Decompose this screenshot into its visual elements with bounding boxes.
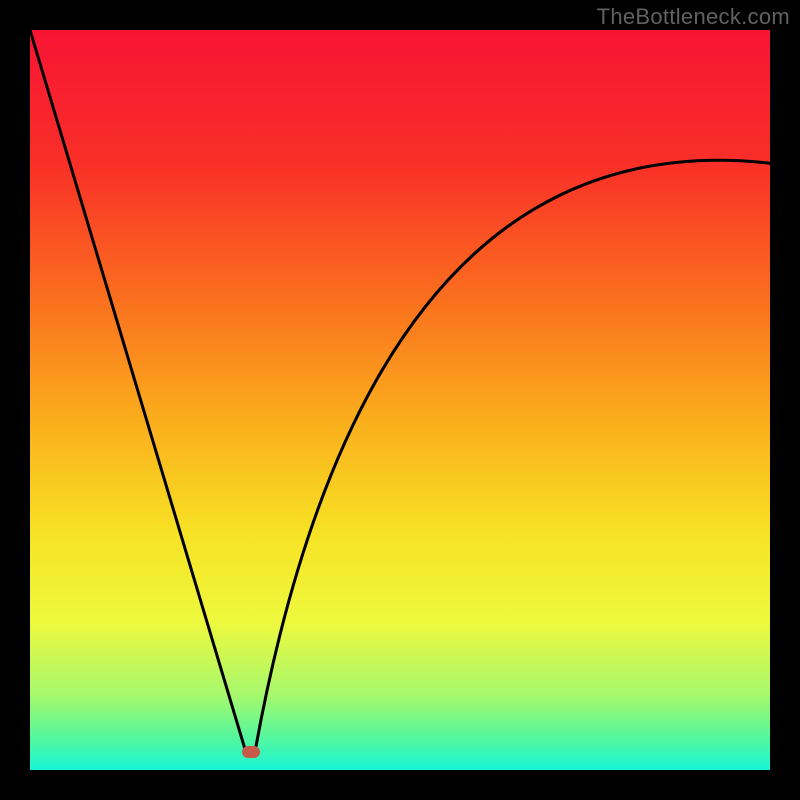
watermark-text: TheBottleneck.com (597, 4, 790, 30)
minimum-marker (242, 746, 260, 758)
chart-svg (30, 30, 770, 770)
chart-plot-area (30, 30, 770, 770)
